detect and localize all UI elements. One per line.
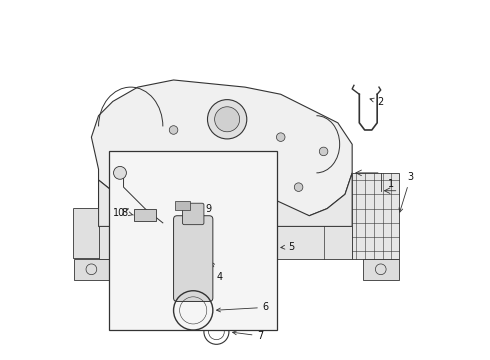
Text: 1: 1 [388,179,394,189]
Circle shape [169,126,178,134]
FancyBboxPatch shape [109,152,277,330]
Text: 10: 10 [113,208,128,218]
FancyBboxPatch shape [173,216,213,301]
Bar [123,234,184,253]
Text: 9: 9 [186,204,212,214]
Bar [198,234,259,253]
Circle shape [114,166,126,179]
Text: 6: 6 [217,302,269,312]
Circle shape [259,183,267,192]
Circle shape [215,107,240,132]
Text: 4: 4 [211,262,222,282]
Circle shape [207,100,247,139]
Text: 7: 7 [233,331,264,341]
Text: 5: 5 [281,242,294,252]
Polygon shape [92,80,352,216]
Bar [74,258,109,280]
Polygon shape [98,226,352,258]
FancyBboxPatch shape [182,203,204,225]
Polygon shape [98,173,352,226]
Circle shape [276,133,285,141]
Circle shape [151,186,160,195]
Circle shape [116,183,124,192]
Bar [363,258,398,280]
Bar [134,208,156,221]
Circle shape [294,183,303,192]
Polygon shape [352,173,398,258]
Text: 8: 8 [122,208,133,218]
Polygon shape [74,208,109,258]
Text: 2: 2 [370,97,383,107]
Bar [175,202,190,210]
Text: 3: 3 [399,172,414,212]
Circle shape [319,147,328,156]
